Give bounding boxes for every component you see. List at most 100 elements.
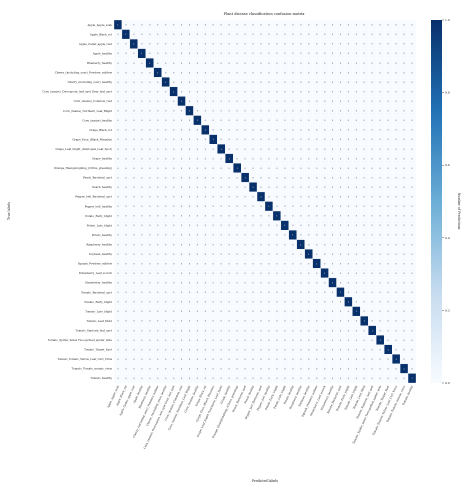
cell-value-label: 0 bbox=[284, 111, 286, 113]
cell-value-label: 0 bbox=[316, 120, 318, 122]
cell-value-label: 0 bbox=[395, 72, 397, 74]
cell-value-label: 0 bbox=[197, 25, 199, 27]
cell-value-label: 0 bbox=[205, 158, 207, 160]
row-tick-label: Strawberry_healthy bbox=[85, 281, 112, 285]
cell-value-label: 0 bbox=[388, 120, 390, 122]
cell-value-label: 1 bbox=[268, 206, 270, 208]
cell-value-label: 0 bbox=[276, 206, 278, 208]
cell-value-label: 0 bbox=[133, 25, 135, 27]
cell-value-label: 0 bbox=[237, 111, 239, 113]
cell-value-label: 0 bbox=[260, 44, 262, 46]
cell-value-label: 0 bbox=[244, 197, 246, 199]
cell-value-label: 0 bbox=[252, 216, 254, 218]
cell-value-label: 0 bbox=[237, 120, 239, 122]
cell-value-label: 0 bbox=[284, 72, 286, 74]
cell-value-label: 0 bbox=[388, 139, 390, 141]
cell-value-label: 0 bbox=[260, 82, 262, 84]
cell-value-label: 0 bbox=[125, 130, 127, 132]
cell-value-label: 0 bbox=[372, 177, 374, 179]
cell-value-label: 0 bbox=[117, 149, 119, 151]
cell-value-label: 0 bbox=[403, 34, 405, 36]
cell-value-label: 0 bbox=[308, 91, 310, 93]
cell-value-label: 0 bbox=[252, 91, 254, 93]
cell-value-label: 0 bbox=[173, 168, 175, 170]
cell-value-label: 0 bbox=[252, 158, 254, 160]
cell-value-label: 0 bbox=[340, 34, 342, 36]
cell-value-label: 0 bbox=[395, 187, 397, 189]
cell-value-label: 0 bbox=[181, 34, 183, 36]
row-tick-label: Grape_Esca_(Black_Measles) bbox=[72, 137, 112, 141]
cell-value-label: 0 bbox=[260, 158, 262, 160]
cell-value-label: 0 bbox=[348, 120, 350, 122]
cell-value-label: 0 bbox=[133, 63, 135, 65]
colorbar-tick-label: 0.4 bbox=[445, 236, 450, 240]
cell-value-label: 0 bbox=[260, 34, 262, 36]
cell-value-label: 0 bbox=[356, 158, 358, 160]
cell-value-label: 0 bbox=[157, 130, 159, 132]
cell-value-label: 1 bbox=[189, 111, 191, 113]
cell-value-label: 0 bbox=[125, 139, 127, 141]
cell-value-label: 0 bbox=[372, 44, 374, 46]
cell-value-label: 0 bbox=[356, 168, 358, 170]
cell-value-label: 0 bbox=[268, 25, 270, 27]
cell-value-label: 0 bbox=[356, 91, 358, 93]
cell-value-label: 0 bbox=[340, 130, 342, 132]
cell-value-label: 0 bbox=[125, 120, 127, 122]
cell-value-label: 0 bbox=[197, 63, 199, 65]
cell-value-label: 0 bbox=[141, 111, 143, 113]
cell-value-label: 0 bbox=[340, 101, 342, 103]
cell-value-label: 0 bbox=[316, 149, 318, 151]
cell-value-label: 0 bbox=[316, 177, 318, 179]
cell-value-label: 0 bbox=[395, 139, 397, 141]
cell-value-label: 0 bbox=[403, 44, 405, 46]
cell-value-label: 0 bbox=[395, 34, 397, 36]
cell-value-label: 0 bbox=[213, 101, 215, 103]
cell-value-label: 0 bbox=[372, 187, 374, 189]
cell-value-label: 0 bbox=[229, 63, 231, 65]
cell-value-label: 0 bbox=[268, 34, 270, 36]
cell-value-label: 0 bbox=[237, 91, 239, 93]
cell-value-label: 0 bbox=[276, 44, 278, 46]
cell-value-label: 0 bbox=[380, 177, 382, 179]
cell-value-label: 0 bbox=[260, 177, 262, 179]
cell-value-label: 0 bbox=[244, 34, 246, 36]
cell-value-label: 0 bbox=[157, 139, 159, 141]
cell-value-label: 0 bbox=[237, 149, 239, 151]
cell-value-label: 0 bbox=[189, 34, 191, 36]
cell-value-label: 0 bbox=[276, 91, 278, 93]
cell-value-label: 0 bbox=[348, 158, 350, 160]
cell-value-label: 0 bbox=[197, 158, 199, 160]
cell-value-label: 0 bbox=[213, 197, 215, 199]
cell-value-label: 0 bbox=[165, 177, 167, 179]
cell-value-label: 0 bbox=[125, 44, 127, 46]
cell-value-label: 0 bbox=[372, 25, 374, 27]
cell-value-label: 0 bbox=[149, 34, 151, 36]
cell-value-label: 0 bbox=[324, 34, 326, 36]
cell-value-label: 0 bbox=[411, 25, 413, 27]
cell-value-label: 0 bbox=[252, 72, 254, 74]
cell-value-label: 0 bbox=[229, 101, 231, 103]
cell-value-label: 0 bbox=[364, 44, 366, 46]
cell-value-label: 0 bbox=[221, 168, 223, 170]
cell-value-label: 0 bbox=[205, 168, 207, 170]
cell-value-label: 0 bbox=[268, 177, 270, 179]
row-tick-label: Tomato_Late_blight bbox=[85, 309, 113, 313]
cell-value-label: 0 bbox=[237, 130, 239, 132]
cell-value-label: 0 bbox=[268, 149, 270, 151]
cell-value-label: 0 bbox=[252, 82, 254, 84]
cell-value-label: 0 bbox=[197, 206, 199, 208]
cell-value-label: 0 bbox=[324, 216, 326, 218]
cell-value-label: 1 bbox=[133, 44, 135, 46]
cell-value-label: 0 bbox=[157, 187, 159, 189]
cell-value-label: 0 bbox=[380, 53, 382, 55]
cell-value-label: 0 bbox=[117, 82, 119, 84]
cell-value-label: 0 bbox=[117, 111, 119, 113]
cell-value-label: 0 bbox=[276, 158, 278, 160]
colorbar-tick-label: 1.0 bbox=[445, 18, 450, 22]
cell-value-label: 0 bbox=[221, 139, 223, 141]
cell-value-label: 0 bbox=[260, 130, 262, 132]
cell-value-label: 0 bbox=[292, 111, 294, 113]
cell-value-label: 0 bbox=[157, 53, 159, 55]
cell-value-label: 0 bbox=[348, 34, 350, 36]
cell-value-label: 0 bbox=[133, 158, 135, 160]
